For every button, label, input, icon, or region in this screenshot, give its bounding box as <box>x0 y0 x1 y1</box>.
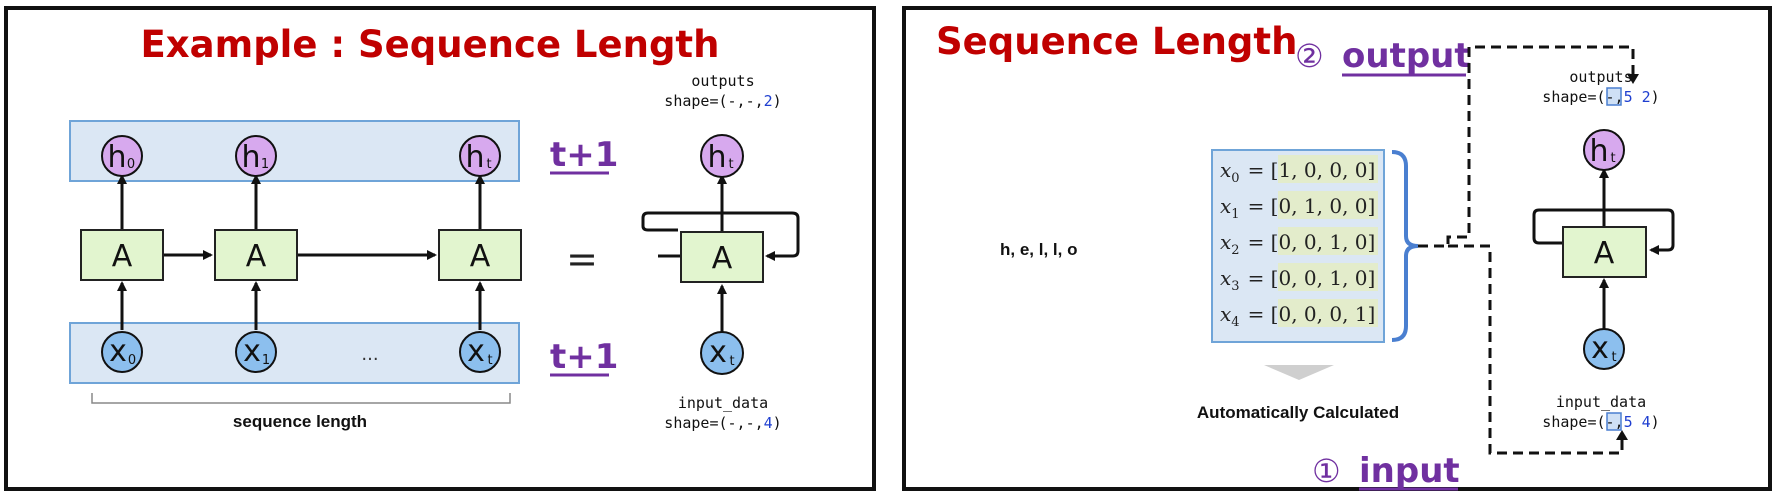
rnn-cell-0-label: A <box>112 239 133 274</box>
svg-text:x: x <box>243 334 261 369</box>
outputs-boxed-dim <box>1606 87 1622 106</box>
one-hot-row: x1 = [0, 1, 0, 0] <box>1220 194 1375 222</box>
right-rnn-cell <box>1562 226 1647 278</box>
t-plus-one-bottom: t+1 <box>550 337 618 377</box>
equals-sign: = <box>566 237 598 281</box>
rolled-hidden-node: h t <box>700 134 744 178</box>
right-diagram: Sequence Length ② output h, e, l, l, o x… <box>936 20 1675 491</box>
input-node-0: x 0 <box>101 331 143 373</box>
svg-text:t: t <box>486 157 491 172</box>
left-diagram: Example : Sequence Length A A A h 0 h 1 <box>69 23 800 432</box>
right-hidden-node: h t <box>1583 129 1625 171</box>
one-hot-row: x0 = [1, 0, 0, 0] <box>1220 158 1375 186</box>
one-hot-row: x2 = [0, 0, 1, 0] <box>1220 230 1375 258</box>
svg-text:t: t <box>729 354 734 369</box>
one-hot-vector-bg <box>1278 299 1378 327</box>
svg-text:1: 1 <box>262 353 270 368</box>
svg-text:x: x <box>467 334 485 369</box>
input-step-label: input <box>1359 451 1460 491</box>
outputs-shape: shape=(-,-,2) <box>664 92 781 110</box>
input-node-1: x 1 <box>235 331 277 373</box>
svg-text:t: t <box>728 157 733 172</box>
rolled-input-node: x t <box>700 331 744 375</box>
right-rnn-cell-label: A <box>1594 236 1615 271</box>
svg-text:h: h <box>465 140 484 175</box>
svg-text:t: t <box>1610 151 1615 166</box>
svg-text:h: h <box>107 140 126 175</box>
input-step-marker: ① <box>1312 452 1341 490</box>
one-hot-vector-bg <box>1278 191 1378 219</box>
hidden-node-1: h 1 <box>235 135 277 177</box>
outputs-label: outputs <box>691 72 754 90</box>
svg-text:h: h <box>241 140 260 175</box>
rnn-cell-0 <box>80 229 164 281</box>
auto-calculated-label: Automatically Calculated <box>1197 403 1399 422</box>
sequence-bracket <box>91 393 511 404</box>
left-title: Example : Sequence Length <box>141 23 720 66</box>
one-hot-rows: x0 = [1, 0, 0, 0] x1 = [0, 1, 0, 0] x2 = [0, … <box>1220 155 1378 330</box>
one-hot-brace <box>1391 150 1419 342</box>
t-plus-one-top: t+1 <box>550 135 618 175</box>
rnn-cell-t-label: A <box>470 239 491 274</box>
hidden-band <box>69 120 520 182</box>
rnn-cell-1 <box>214 229 298 281</box>
svg-text:0: 0 <box>127 157 135 172</box>
right-panel: Sequence Length ② output h, e, l, l, o x… <box>902 6 1772 491</box>
rnn-cell-t <box>438 229 522 281</box>
right-outputs-label: outputs <box>1569 68 1632 86</box>
svg-text:x: x <box>709 335 727 370</box>
output-step-label: output <box>1342 36 1471 76</box>
one-hot-row: x4 = [0, 0, 0, 1] <box>1220 302 1375 330</box>
svg-text:h: h <box>707 140 726 175</box>
one-hot-vector-bg <box>1278 263 1378 291</box>
right-title: Sequence Length <box>936 20 1297 63</box>
input-data-label: input_data <box>678 394 768 412</box>
right-input-node: x t <box>1583 328 1625 370</box>
svg-text:t: t <box>487 353 492 368</box>
chars-label: h, e, l, l, o <box>1000 240 1077 259</box>
hidden-node-t: h t <box>459 135 501 177</box>
rolled-rnn-cell <box>680 231 764 283</box>
hidden-node-0: h 0 <box>101 135 143 177</box>
left-panel: Example : Sequence Length A A A h 0 h 1 <box>4 6 876 491</box>
svg-text:t: t <box>1611 350 1616 365</box>
output-dashed-arrowhead <box>1627 74 1639 84</box>
svg-text:x: x <box>109 334 127 369</box>
right-input-data-shape: shape=(-,5 4) <box>1542 413 1659 431</box>
sequence-length-label: sequence length <box>233 412 367 431</box>
down-triangle <box>1264 365 1334 380</box>
right-input-data-label: input_data <box>1556 393 1646 411</box>
input-dashed-connector <box>1448 244 1624 455</box>
input-band <box>69 322 520 384</box>
output-step-marker: ② <box>1295 37 1324 75</box>
one-hot-row: x3 = [0, 0, 1, 0] <box>1220 266 1375 294</box>
svg-text:h: h <box>1589 134 1608 169</box>
input-boxed-dim <box>1606 412 1622 431</box>
right-outputs-shape: shape=(-,5 2) <box>1542 88 1659 106</box>
rnn-cell-1-label: A <box>246 239 267 274</box>
input-dashed-arrowhead <box>1616 430 1628 440</box>
input-data-shape: shape=(-,-,4) <box>664 414 781 432</box>
rolled-rnn-cell-label: A <box>712 241 733 276</box>
one-hot-vector-bg <box>1278 155 1378 183</box>
svg-text:1: 1 <box>261 157 269 172</box>
svg-text:x: x <box>1591 331 1609 366</box>
input-node-t: x t <box>459 331 501 373</box>
one-hot-vector-bg <box>1278 227 1378 255</box>
svg-text:0: 0 <box>128 353 136 368</box>
ellipsis: ... <box>361 344 378 365</box>
